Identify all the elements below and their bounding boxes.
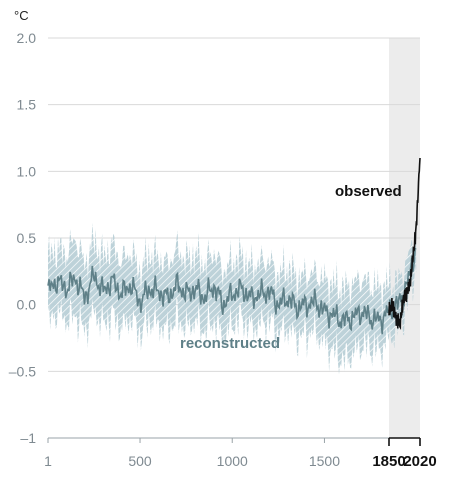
x-tick-label: 1500 bbox=[309, 453, 340, 469]
x-tick-label: 1850 bbox=[372, 453, 405, 470]
y-axis: 2.0 1.5 1.0 0.5 0.0 –0.5 –1 bbox=[9, 30, 36, 446]
x-tick-label: 500 bbox=[128, 453, 152, 469]
y-tick-label: 1.0 bbox=[17, 163, 37, 179]
y-tick-label: 0.0 bbox=[17, 297, 37, 313]
y-tick-label: 1.5 bbox=[17, 97, 37, 113]
grid-lines bbox=[48, 37, 420, 372]
x-tick-label: 2020 bbox=[403, 453, 436, 470]
y-tick-label: 2.0 bbox=[17, 30, 37, 46]
observed-line bbox=[388, 157, 421, 330]
y-tick-label: 0.5 bbox=[17, 230, 37, 246]
y-tick-label: –1 bbox=[20, 430, 36, 446]
x-tick-label: 1000 bbox=[217, 453, 248, 469]
unit-label: °C bbox=[14, 8, 29, 23]
y-tick-label: –0.5 bbox=[9, 363, 36, 379]
series-label-observed: observed bbox=[335, 183, 402, 200]
reconstructed-line bbox=[47, 247, 417, 335]
series-label-reconstructed: reconstructed bbox=[180, 335, 280, 352]
x-tick-label: 1 bbox=[44, 453, 52, 469]
